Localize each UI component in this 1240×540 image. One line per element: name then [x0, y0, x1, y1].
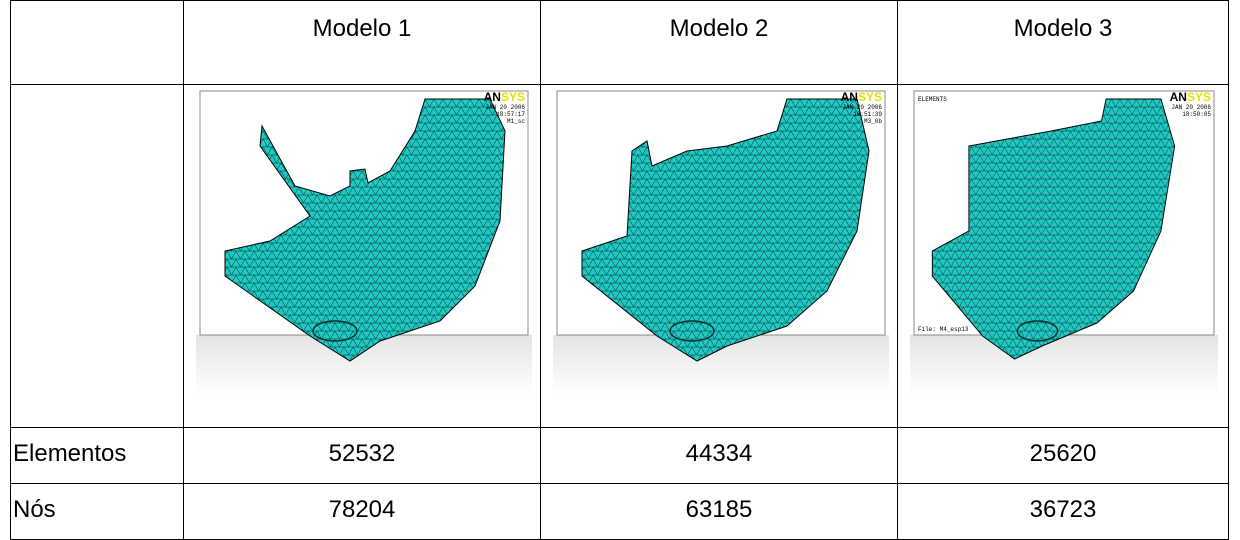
image-info: JAN 20 2006 — [1171, 104, 1211, 111]
cell: 52532 — [184, 428, 541, 484]
corner-cell — [11, 1, 184, 85]
image-info: M3_0b — [864, 118, 882, 125]
cell: 25620 — [898, 428, 1229, 484]
image-shadow — [910, 335, 1218, 395]
image-file: File: M4_esp13 — [918, 326, 969, 333]
cell: 36723 — [898, 484, 1229, 540]
data-row: Nós 78204 63185 36723 — [11, 484, 1229, 540]
empty-cell — [11, 85, 184, 428]
image-info: JAN 20 2006 — [485, 104, 525, 111]
ansys-logo: ANSYS — [841, 90, 882, 104]
data-row: Elementos 52532 44334 25620 — [11, 428, 1229, 484]
cell: 78204 — [184, 484, 541, 540]
logo-part: AN — [484, 90, 501, 104]
header-row: Modelo 1 Modelo 2 Modelo 3 — [11, 1, 1229, 85]
image-info: 18:50:05 — [1182, 111, 1211, 118]
logo-part: SYS — [1187, 90, 1211, 104]
cell: 44334 — [541, 428, 898, 484]
page: html, body { margin: 0; padding: 0; back… — [0, 0, 1240, 536]
ansys-logo: ANSYS — [484, 90, 525, 104]
page-body: Modelo 1 Modelo 2 Modelo 3 ANSYSJAN 20 2… — [0, 0, 1240, 536]
logo-part: AN — [1170, 90, 1187, 104]
image-info: 18:57:17 — [496, 111, 525, 118]
image-label: ELEMENTS — [918, 96, 947, 103]
ansys-logo: ANSYS — [1170, 90, 1211, 104]
image-info: JAN 20 2006 — [842, 104, 882, 111]
header-cell: Modelo 1 — [184, 1, 541, 85]
header-cell: Modelo 3 — [898, 1, 1229, 85]
cell: 63185 — [541, 484, 898, 540]
image-info: 18:51:39 — [853, 111, 882, 118]
row-label: Elementos — [11, 428, 184, 484]
logo-part: AN — [841, 90, 858, 104]
header-cell: Modelo 2 — [541, 1, 898, 85]
row-label: Nós — [11, 484, 184, 540]
image-info: M1_sc — [507, 118, 525, 125]
logo-part: SYS — [501, 90, 525, 104]
logo-part: SYS — [858, 90, 882, 104]
